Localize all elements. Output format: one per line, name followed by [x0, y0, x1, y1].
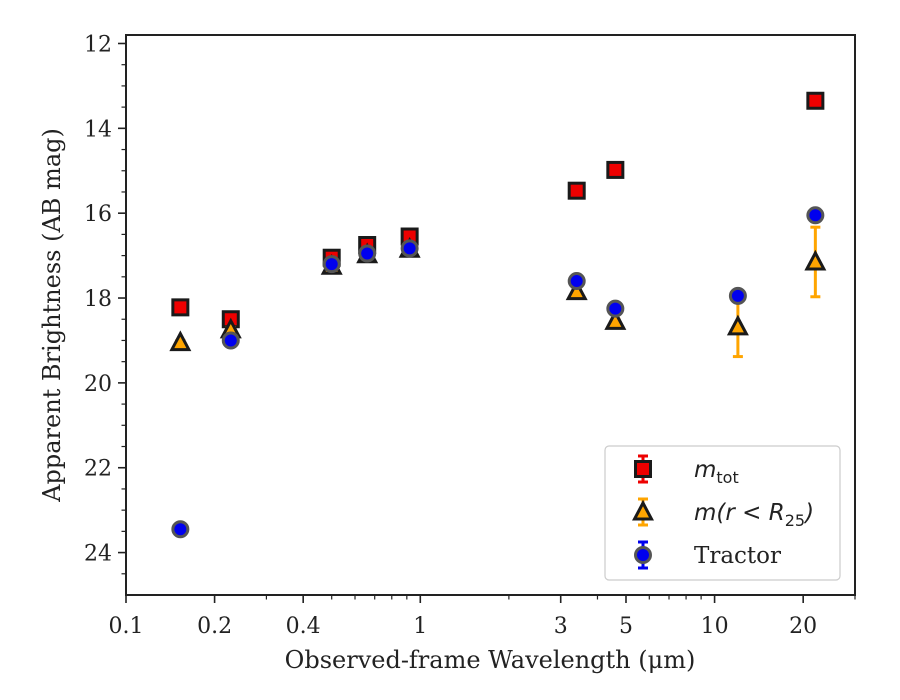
- data-point-circle: [400, 239, 419, 258]
- x-tick-label: 10: [701, 614, 729, 639]
- data-point-triangle: [604, 309, 627, 330]
- y-tick-label: 22: [84, 457, 112, 482]
- data-point-circle: [728, 286, 747, 305]
- x-tick-label: 1: [413, 614, 427, 639]
- x-tick-label: 5: [619, 614, 633, 639]
- x-axis-label: Observed-frame Wavelength (μm): [285, 646, 696, 674]
- legend-label: mtot: [694, 457, 739, 487]
- data-point-triangle: [169, 330, 192, 352]
- data-point-triangle: [804, 249, 827, 271]
- legend-marker-triangle: [632, 499, 654, 521]
- data-point-square: [606, 160, 625, 179]
- series-triangle: [169, 225, 827, 359]
- legend-box: [604, 445, 841, 581]
- data-point-square: [171, 298, 190, 317]
- y-tick-label: 20: [84, 372, 112, 397]
- data-point-circle: [567, 272, 586, 291]
- axis-ticks: 0.1 0.2 0.4 1 3 5 10 20 12 14 16 18 20 22 24: [84, 32, 856, 639]
- data-point-circle: [221, 331, 240, 350]
- data-point-circle: [171, 520, 190, 539]
- y-tick-label: 16: [84, 202, 112, 227]
- data-point-triangle: [726, 314, 749, 336]
- chart-marks: [169, 91, 827, 539]
- y-tick-label: 14: [84, 117, 112, 142]
- x-tick-label: 3: [554, 614, 568, 639]
- legend-marker-square: [634, 460, 652, 478]
- y-tick-label: 18: [84, 287, 112, 312]
- x-tick-label: 0.1: [109, 614, 144, 639]
- legend-marker-circle: [634, 546, 652, 564]
- x-tick-label: 20: [789, 614, 817, 639]
- data-point-circle: [322, 255, 341, 274]
- y-tick-label: 12: [84, 32, 112, 57]
- data-point-circle: [806, 206, 825, 225]
- legend: mtot m(r < R25) Tractor: [604, 445, 841, 581]
- legend-label: m(r < R25): [694, 500, 814, 530]
- legend-label: Tractor: [694, 543, 781, 569]
- plot-frame: [125, 34, 856, 596]
- data-point-circle: [358, 244, 377, 263]
- data-point-square: [806, 91, 825, 110]
- y-tick-label: 24: [84, 542, 112, 567]
- series-circle: [171, 206, 825, 539]
- data-point-triangle: [565, 279, 588, 301]
- y-axis-label: Apparent Brightness (AB mag): [38, 128, 66, 503]
- data-point-circle: [606, 299, 625, 318]
- series-square: [171, 91, 825, 329]
- x-tick-label: 0.4: [286, 614, 321, 639]
- data-point-square: [567, 181, 586, 200]
- x-tick-label: 0.2: [197, 614, 232, 639]
